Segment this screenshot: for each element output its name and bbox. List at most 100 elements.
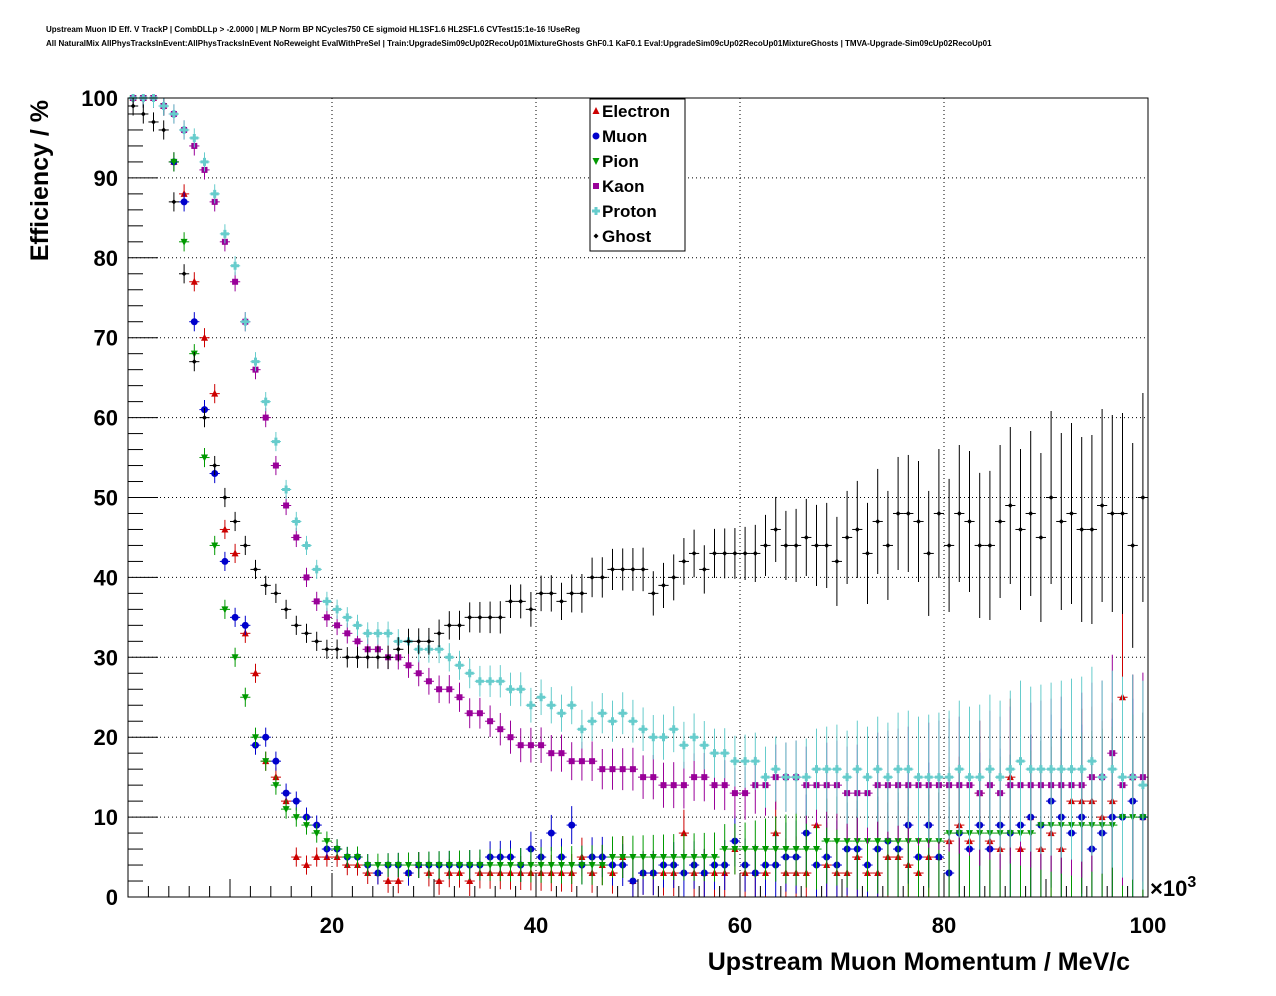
kaon-point bbox=[413, 660, 424, 687]
proton-point bbox=[668, 706, 679, 753]
ghost-marker bbox=[1038, 534, 1044, 540]
proton-marker bbox=[261, 397, 270, 406]
proton-marker bbox=[475, 677, 484, 686]
kaon-marker bbox=[721, 782, 728, 789]
ghost-marker bbox=[722, 550, 728, 556]
ghost-marker bbox=[212, 463, 218, 469]
kaon-marker bbox=[568, 758, 575, 765]
proton-point bbox=[1035, 684, 1046, 854]
pion-marker bbox=[425, 862, 433, 870]
proton-marker bbox=[649, 733, 658, 742]
pion-marker bbox=[578, 862, 586, 870]
pion-marker bbox=[537, 862, 545, 870]
ghost-marker bbox=[426, 638, 432, 644]
proton-marker bbox=[210, 189, 219, 198]
kaon-point bbox=[444, 675, 455, 704]
ghost-point bbox=[209, 455, 220, 476]
pion-marker bbox=[874, 838, 882, 846]
kaon-marker bbox=[323, 614, 330, 621]
ghost-point bbox=[383, 645, 394, 670]
proton-marker bbox=[1128, 773, 1137, 782]
proton-point bbox=[1046, 682, 1057, 856]
pion-point bbox=[587, 845, 598, 885]
pion-marker bbox=[303, 822, 310, 830]
header-line-2: All NaturalMix AllPhysTracksInEvent:AllP… bbox=[46, 39, 992, 48]
pion-point bbox=[464, 850, 475, 881]
proton-point bbox=[923, 714, 934, 840]
proton-marker bbox=[302, 541, 311, 550]
pion-marker bbox=[547, 862, 555, 870]
ghost-marker bbox=[875, 518, 881, 524]
ghost-marker bbox=[752, 550, 758, 556]
pion-point bbox=[525, 847, 536, 883]
ghost-point bbox=[270, 583, 281, 603]
proton-marker bbox=[761, 773, 770, 782]
ghost-point bbox=[1025, 430, 1036, 596]
ghost-point bbox=[260, 575, 271, 595]
proton-marker bbox=[159, 101, 168, 110]
electron-marker bbox=[221, 525, 229, 533]
proton-point bbox=[444, 643, 455, 672]
pion-marker bbox=[558, 862, 565, 870]
y-tick-label: 50 bbox=[94, 486, 118, 511]
ghost-point bbox=[627, 548, 638, 591]
pion-marker bbox=[343, 854, 351, 862]
ghost-point bbox=[434, 619, 445, 648]
ghost-point bbox=[393, 637, 404, 662]
proton-marker bbox=[516, 685, 525, 694]
ghost-point bbox=[556, 582, 567, 620]
kaon-marker bbox=[507, 734, 514, 741]
pion-point bbox=[362, 854, 373, 877]
proton-marker bbox=[220, 229, 229, 238]
proton-marker bbox=[812, 765, 821, 774]
ghost-marker bbox=[671, 574, 677, 580]
kaon-point bbox=[281, 495, 292, 516]
kaon-marker bbox=[272, 462, 279, 469]
ghost-marker bbox=[406, 638, 411, 644]
pion-marker bbox=[415, 862, 423, 870]
pion-point bbox=[321, 831, 332, 851]
ghost-marker bbox=[936, 510, 942, 516]
ghost-marker bbox=[497, 614, 503, 620]
pion-marker bbox=[292, 814, 300, 822]
ghost-marker bbox=[181, 271, 187, 277]
proton-marker bbox=[832, 765, 841, 774]
muon-point bbox=[219, 551, 230, 572]
proton-point bbox=[984, 694, 995, 844]
proton-marker bbox=[914, 773, 923, 782]
proton-point bbox=[148, 94, 159, 108]
muon-marker bbox=[262, 733, 270, 741]
kaon-marker bbox=[517, 742, 524, 749]
proton-marker bbox=[1067, 765, 1076, 774]
pion-marker bbox=[405, 862, 412, 870]
ghost-marker bbox=[191, 359, 197, 365]
pion-marker bbox=[456, 862, 463, 870]
ghost-point bbox=[546, 575, 557, 612]
ghost-point bbox=[760, 514, 771, 577]
ghost-point bbox=[332, 639, 343, 660]
proton-marker bbox=[445, 653, 454, 662]
kaon-marker bbox=[609, 766, 616, 773]
kaon-point bbox=[434, 675, 445, 704]
kaon-point bbox=[485, 705, 496, 738]
kaon-point bbox=[505, 720, 516, 754]
kaon-point bbox=[658, 762, 669, 808]
ghost-marker bbox=[457, 622, 462, 628]
ghost-point bbox=[362, 646, 373, 669]
ghost-marker bbox=[895, 510, 901, 516]
proton-marker bbox=[843, 773, 852, 782]
proton-point bbox=[658, 714, 669, 760]
ghost-point bbox=[1035, 452, 1046, 622]
pion-point bbox=[403, 852, 414, 878]
ghost-marker bbox=[691, 550, 697, 556]
pion-marker bbox=[231, 654, 239, 662]
electron-marker bbox=[680, 829, 688, 837]
proton-point bbox=[821, 726, 832, 812]
electron-point bbox=[230, 543, 241, 564]
proton-marker bbox=[1098, 773, 1107, 782]
kaon-marker bbox=[415, 670, 422, 677]
proton-marker bbox=[710, 749, 719, 758]
ghost-marker bbox=[1099, 502, 1105, 508]
x-tick-label: 100 bbox=[1130, 913, 1167, 938]
ghost-point bbox=[1127, 442, 1138, 648]
